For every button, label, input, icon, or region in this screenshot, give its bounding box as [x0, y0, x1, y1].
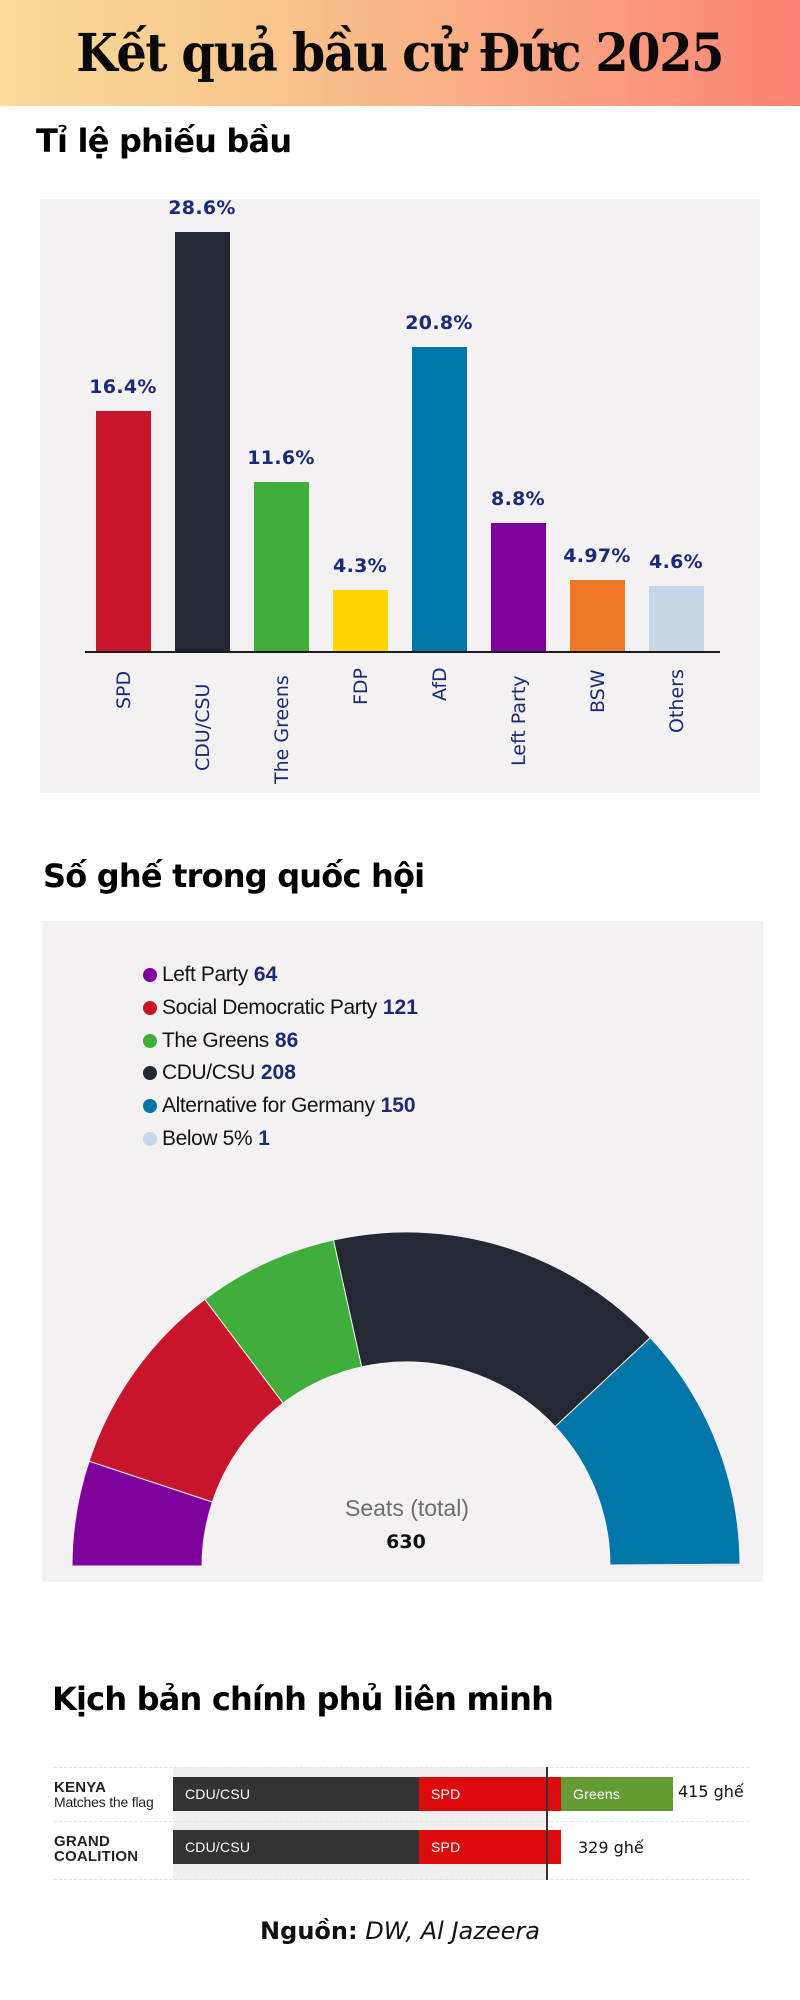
vote-share-chart: 16.4% 28.6% 11.6% 4.3% 20.8% 8.8% 4.97% …	[40, 197, 760, 793]
bar-left-party	[491, 523, 546, 652]
x-label-cdu-csu: CDU/CSU	[192, 683, 214, 771]
majority-marker	[546, 1767, 548, 1880]
coalition-grid-bg	[173, 1767, 548, 1880]
legend-dot-icon	[143, 968, 157, 982]
source-value: DW, Al Jazeera	[365, 1917, 540, 1945]
legend-count: 86	[274, 1029, 299, 1052]
x-label-bsw: BSW	[587, 669, 609, 713]
bar-fdp	[333, 590, 388, 652]
seats-total-value: 630	[386, 1531, 426, 1553]
coalition-divider	[54, 1767, 749, 1768]
legend-item-afd: Alternative for Germany 150	[143, 1092, 416, 1120]
grand-segment-cdu-csu: CDU/CSU	[173, 1830, 419, 1864]
legend-count: 121	[382, 996, 418, 1019]
bar-value-bsw: 4.97%	[563, 545, 631, 567]
x-label-left-party: Left Party	[508, 675, 530, 766]
legend-count: 64	[253, 963, 278, 986]
x-label-others: Others	[666, 669, 688, 733]
bar-greens	[254, 482, 309, 652]
bar-value-spd: 16.4%	[89, 376, 157, 398]
coalition-divider	[54, 1879, 749, 1880]
source-label: Nguồn:	[260, 1917, 358, 1945]
coalition-name: KENYA	[54, 1779, 107, 1796]
vote-share-title: Tỉ lệ phiếu bầu	[36, 122, 292, 160]
x-label-afd: AfD	[429, 667, 451, 701]
legend-dot-icon	[143, 1132, 157, 1146]
kenya-segment-greens: Greens	[561, 1777, 673, 1811]
bar-cdu-csu	[175, 232, 230, 652]
bar-others	[649, 586, 704, 652]
legend-count: 150	[380, 1094, 416, 1117]
legend-item-cdu-csu: CDU/CSU 208	[143, 1059, 296, 1087]
coalition-name: GRAND	[54, 1833, 110, 1850]
legend-dot-icon	[143, 1001, 157, 1015]
seat-segment-cdu-csu	[332, 1231, 652, 1428]
legend-item-below-5: Below 5% 1	[143, 1125, 270, 1153]
seats-total-caption: Seats (total)	[345, 1495, 469, 1521]
legend-label: Social Democratic Party	[162, 996, 377, 1019]
legend-count: 1	[258, 1127, 270, 1150]
source-note: Nguồn: DW, Al Jazeera	[0, 1917, 800, 1945]
legend-label: Below 5%	[162, 1127, 253, 1150]
legend-label: CDU/CSU	[162, 1061, 255, 1084]
bar-afd	[412, 347, 467, 652]
bar-value-cdu-csu: 28.6%	[168, 197, 236, 219]
x-label-greens: The Greens	[271, 675, 293, 784]
grand-segment-spd: SPD	[419, 1830, 561, 1864]
page-title: Kết quả bầu cử Đức 2025	[76, 22, 725, 84]
grand-total: 329 ghế	[578, 1838, 644, 1857]
legend-item-greens: The Greens 86	[143, 1027, 298, 1055]
legend-label: Alternative for Germany	[162, 1094, 375, 1117]
coalition-name-grand: GRAND COALITION	[54, 1834, 138, 1864]
x-label-spd: SPD	[113, 670, 135, 709]
bar-value-afd: 20.8%	[405, 312, 473, 334]
legend-label: Left Party	[162, 963, 248, 986]
coalition-name-kenya: KENYA Matches the flag	[54, 1780, 154, 1810]
x-axis-line	[85, 651, 720, 653]
bar-bsw	[570, 580, 625, 652]
bar-spd	[96, 411, 151, 652]
coalition-divider	[54, 1821, 749, 1822]
coalition-title: Kịch bản chính phủ liên minh	[52, 1680, 554, 1718]
coalition-subtitle: COALITION	[54, 1848, 139, 1865]
legend-item-left-party: Left Party 64	[143, 961, 277, 989]
bar-value-greens: 11.6%	[247, 447, 315, 469]
legend-dot-icon	[143, 1099, 157, 1113]
seats-title: Số ghế trong quốc hội	[43, 857, 425, 895]
kenya-segment-cdu-csu: CDU/CSU	[173, 1777, 419, 1811]
seat-segment-below-5	[609, 1563, 741, 1567]
bar-value-others: 4.6%	[649, 551, 703, 573]
kenya-total: 415 ghế	[678, 1782, 744, 1801]
legend-count: 208	[260, 1061, 296, 1084]
legend-item-spd: Social Democratic Party 121	[143, 994, 418, 1022]
parliament-semicircle	[71, 1231, 741, 1567]
coalition-subtitle: Matches the flag	[54, 1794, 154, 1810]
legend-dot-icon	[143, 1034, 157, 1048]
bar-value-left-party: 8.8%	[491, 488, 545, 510]
page-header: Kết quả bầu cử Đức 2025	[0, 0, 800, 106]
seats-chart: Left Party 64 Social Democratic Party 12…	[42, 921, 763, 1582]
legend-dot-icon	[143, 1066, 157, 1080]
legend-label: The Greens	[162, 1029, 269, 1052]
x-label-fdp: FDP	[350, 667, 372, 705]
bar-value-fdp: 4.3%	[333, 555, 387, 577]
kenya-segment-spd: SPD	[419, 1777, 561, 1811]
